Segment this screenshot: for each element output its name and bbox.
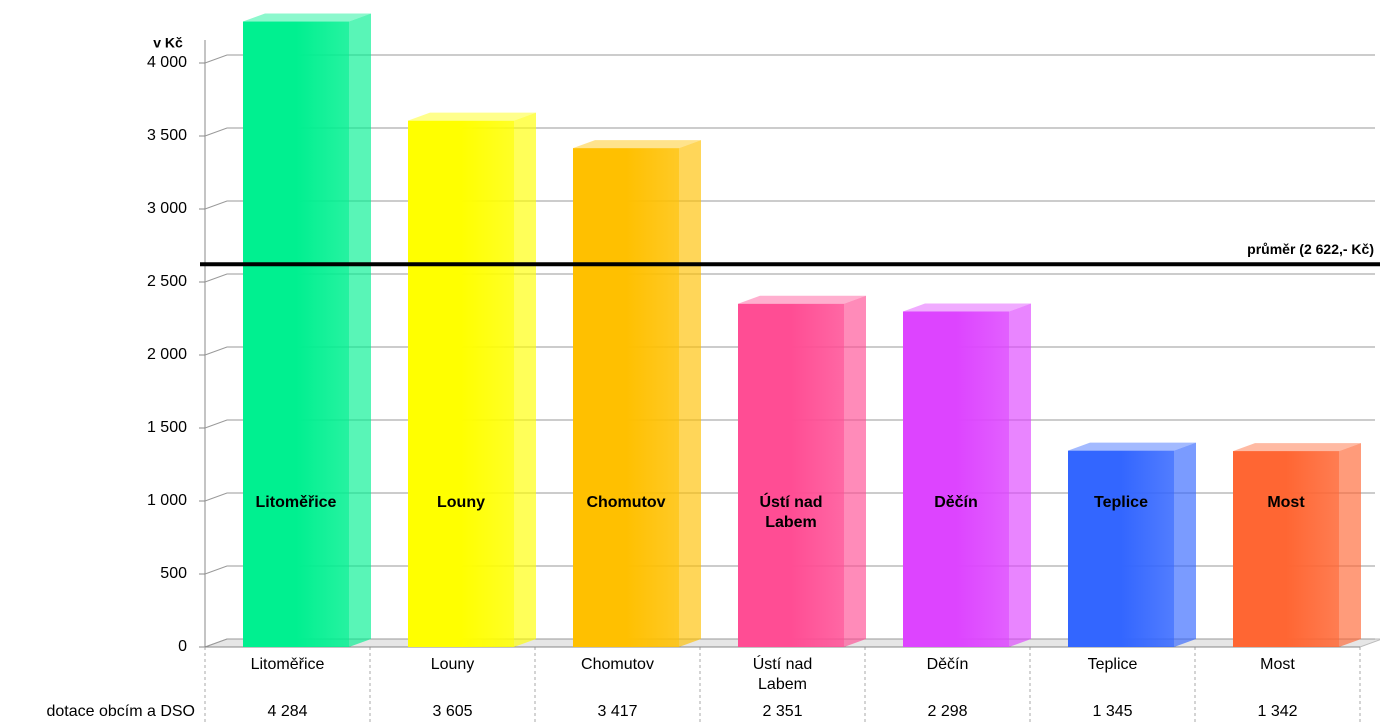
bar-label: Louny (437, 494, 485, 511)
bar-top (1068, 442, 1196, 451)
x-tick-label: Teplice (1087, 656, 1138, 673)
x-tick-label: Most (1260, 656, 1295, 673)
table-value: 3 605 (432, 703, 473, 720)
bar-label: Litoměřice (255, 494, 337, 511)
grid-line (204, 54, 1375, 64)
row-label: dotace obcím a DSO (46, 703, 195, 720)
bar (243, 21, 349, 647)
table-value: 2 351 (762, 703, 803, 720)
bar (738, 303, 844, 647)
bar-side (1009, 303, 1031, 647)
y-axis-label: v Kč (153, 35, 183, 51)
average-label: průměr (2 622,- Kč) (1247, 241, 1374, 257)
bar-side (1174, 442, 1196, 647)
table-value: 3 417 (597, 703, 638, 720)
y-tick-label: 3 000 (147, 200, 187, 217)
table-value: 1 342 (1257, 703, 1298, 720)
bar (408, 120, 514, 648)
bar-top (408, 112, 536, 121)
bar-top (738, 295, 866, 304)
bar-top (903, 303, 1031, 312)
table-value: 1 345 (1092, 703, 1133, 720)
y-tick-label: 4 000 (147, 54, 187, 71)
y-tick-label: 500 (160, 565, 187, 582)
bar (1233, 451, 1339, 647)
bar-label: Most (1267, 494, 1305, 511)
y-tick-label: 0 (178, 638, 187, 655)
bar-side (514, 112, 536, 648)
y-tick-label: 2 000 (147, 346, 187, 363)
x-tick-label: Chomutov (581, 656, 654, 673)
bar-top (573, 140, 701, 149)
grid-line (204, 127, 1375, 137)
x-tick-label: Děčín (926, 656, 969, 673)
bar-side (844, 295, 866, 647)
bar-label: Ústí nad Labem (759, 494, 823, 531)
x-tick-label: Louny (430, 656, 475, 673)
y-tick-label: 3 500 (147, 127, 187, 144)
grid-line (204, 200, 1375, 210)
grid-line (204, 273, 1375, 283)
bar (573, 148, 679, 648)
bar-label: Děčín (934, 494, 978, 511)
y-tick-label: 2 500 (147, 273, 187, 290)
table-value: 2 298 (927, 703, 968, 720)
x-tick-label: Litoměřice (250, 656, 325, 673)
bar (1068, 450, 1174, 647)
table-value: 4 284 (267, 703, 308, 720)
bar (903, 311, 1009, 647)
bar-side (349, 13, 371, 647)
bar-side (679, 140, 701, 648)
bar-side (1339, 443, 1361, 647)
bar-label: Chomutov (586, 494, 666, 511)
bar-top (243, 13, 371, 22)
x-tick-label: Ústí nad Labem (752, 656, 813, 693)
y-tick-label: 1 500 (147, 419, 187, 436)
bar-top (1233, 443, 1361, 452)
y-tick-label: 1 000 (147, 492, 187, 509)
bar-label: Teplice (1094, 494, 1148, 511)
